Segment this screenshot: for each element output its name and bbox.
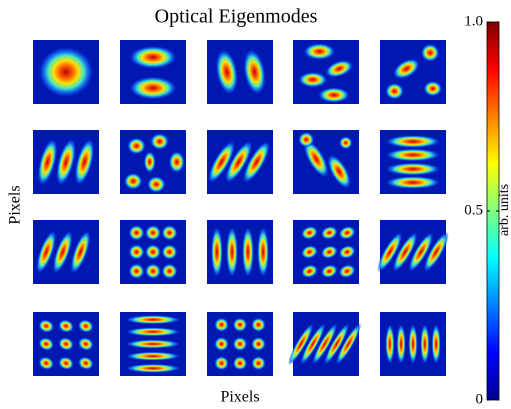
- mode-lobe: [298, 72, 327, 87]
- mode-lobe: [251, 318, 266, 332]
- mode-lobe: [251, 356, 266, 370]
- mode-panel: [207, 220, 273, 284]
- mode-lobe: [125, 364, 180, 373]
- mode-lobe: [129, 244, 145, 259]
- mode-lobe: [298, 132, 314, 147]
- mode-lobe: [233, 337, 248, 351]
- mode-panel: [120, 312, 186, 376]
- mode-lobe: [385, 176, 440, 189]
- mode-panel: [380, 40, 446, 104]
- mode-lobe: [233, 318, 248, 332]
- mode-lobe: [162, 225, 178, 240]
- colorbar-tick-label: 1.0: [464, 13, 483, 29]
- figure: Optical Eigenmodes Pixels Pixels arb. un…: [0, 0, 511, 409]
- mode-panel: [373, 220, 453, 284]
- mode-lobe: [169, 151, 185, 173]
- mode-lobe: [162, 244, 178, 259]
- mode-panel: [293, 40, 359, 104]
- mode-panel: [120, 40, 186, 104]
- mode-lobe: [38, 46, 93, 97]
- mode-lobe: [233, 356, 248, 370]
- mode-panel: [32, 220, 99, 284]
- mode-lobe: [431, 324, 440, 365]
- mode-lobe: [150, 133, 168, 150]
- mode-lobe: [129, 225, 145, 240]
- mode-lobe: [145, 244, 161, 259]
- mode-lobe: [214, 318, 229, 332]
- mode-lobe: [304, 43, 336, 60]
- mode-lobe: [127, 138, 145, 155]
- colorbar-tick-label: 0.5: [464, 202, 483, 218]
- mode-lobe: [129, 76, 177, 99]
- mode-lobe: [214, 356, 229, 370]
- mode-lobe: [226, 226, 238, 277]
- mode-panel: [33, 40, 99, 104]
- mode-panel: [207, 40, 273, 104]
- mode-panel: [380, 130, 446, 194]
- mode-lobe: [144, 151, 156, 173]
- mode-lobe: [385, 83, 403, 100]
- chart-title: Optical Eigenmodes: [155, 6, 318, 28]
- mode-lobe: [397, 324, 406, 365]
- mode-lobe: [145, 264, 161, 279]
- mode-lobe: [147, 176, 165, 193]
- mode-panel: [207, 312, 273, 376]
- mode-lobe: [214, 337, 229, 351]
- colorbar-tick-label: 0: [476, 391, 484, 407]
- mode-lobe: [125, 327, 180, 336]
- mode-panel: [33, 130, 99, 194]
- mode-lobe: [420, 324, 429, 365]
- mode-lobe: [424, 81, 442, 96]
- mode-lobe: [125, 315, 180, 324]
- mode-lobe: [242, 226, 254, 277]
- mode-lobe: [385, 135, 440, 148]
- mode-lobe: [145, 225, 161, 240]
- x-axis-label: Pixels: [220, 389, 259, 406]
- mode-panel: [293, 220, 359, 284]
- mode-panel: [120, 220, 186, 284]
- mode-lobe: [257, 226, 269, 277]
- mode-panel: [203, 130, 275, 194]
- mode-lobe: [129, 46, 177, 69]
- mode-lobe: [408, 324, 417, 365]
- mode-panel: [293, 130, 359, 194]
- mode-lobe: [162, 264, 178, 279]
- mode-lobe: [421, 44, 439, 62]
- mode-lobe: [124, 173, 142, 190]
- mode-lobe: [385, 324, 394, 365]
- mode-lobe: [385, 149, 440, 162]
- mode-lobe: [129, 264, 145, 279]
- mode-panel: [120, 130, 186, 194]
- mode-lobe: [339, 136, 352, 149]
- mode-lobe: [211, 226, 223, 277]
- y-axis-label: Pixels: [7, 185, 24, 224]
- mode-lobe: [125, 340, 180, 349]
- mode-lobe: [385, 163, 440, 176]
- mode-lobe: [251, 337, 266, 351]
- mode-lobe: [125, 352, 180, 361]
- mode-panel: [380, 312, 446, 376]
- mode-panel: [285, 312, 365, 376]
- mode-panel: [33, 312, 99, 376]
- mode-lobe: [318, 87, 350, 102]
- panel-grid: [32, 40, 453, 376]
